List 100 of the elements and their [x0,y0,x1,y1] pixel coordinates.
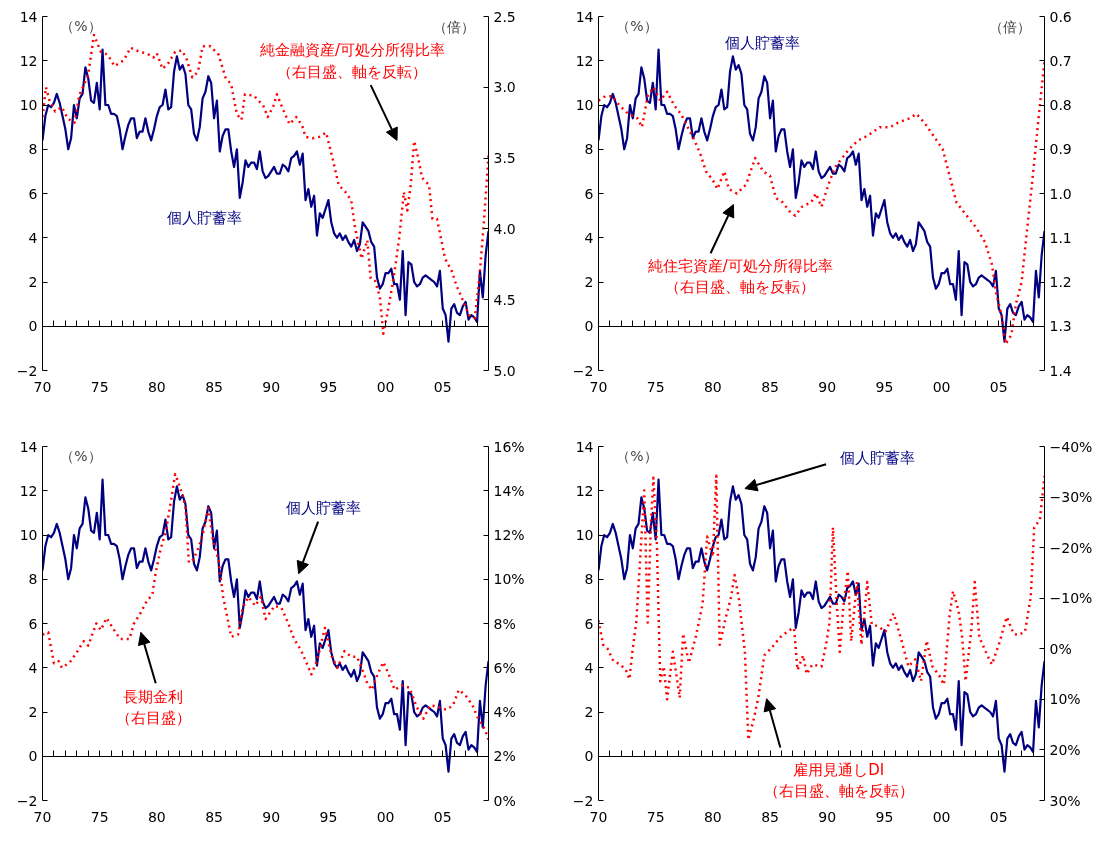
y2-tick-label: 0.9 [1049,141,1072,158]
y-tick-label: 10 [575,527,594,543]
x-tick-label: 75 [90,808,109,825]
y-tick-label: 2 [584,274,594,290]
y-tick-label: 0 [28,748,38,765]
y-tick-label: 0 [28,318,38,335]
x-tick-label: 80 [147,808,166,825]
y2-tick-label: −40% [1049,438,1093,455]
series-label: 純金融資産/可処分所得比率（右目盛、軸を反転） [259,40,445,81]
x-tick-label: 75 [646,808,665,825]
x-tick-label: 85 [761,378,779,395]
x-tick-label: 70 [33,378,52,395]
x-tick-label: 80 [703,378,722,395]
y-tick-label: 12 [575,482,594,499]
y2-tick-label: 10% [1049,691,1081,708]
y-tick-label: −2 [572,792,594,809]
text: 個人貯蓄率 [840,448,916,467]
y-tick-label: −2 [16,792,38,809]
y-tick-label: 10 [19,527,38,543]
y2-tick-label: −20% [1049,539,1093,556]
x-tick-label: 95 [875,378,894,395]
x-tick-label: 85 [205,808,223,825]
y2-tick-label: 12% [493,527,525,543]
y-axis-title: （%） [616,17,658,34]
y2-tick-label: 6% [493,659,516,676]
y-tick-label: 2 [28,274,38,290]
y-tick-label: 8 [28,141,38,158]
y-tick-label: −2 [572,362,594,379]
y-tick-label: 8 [584,141,594,158]
y-tick-label: 14 [575,8,594,25]
y2-tick-label: 0.7 [1049,52,1072,69]
x-tick-label: 05 [433,808,452,825]
y2-tick-label: 2.5 [493,8,516,25]
x-tick-label: 90 [262,808,281,825]
y2-tick-label: 0% [1049,640,1072,657]
x-tick-label: 85 [205,378,223,395]
x-tick-label: 85 [761,808,779,825]
series-label: 個人貯蓄率 [724,34,800,53]
x-tick-label: 75 [90,378,109,395]
x-tick-label: 70 [589,808,608,825]
y-tick-label: 8 [584,571,594,588]
x-tick-label: 05 [433,378,452,395]
y2-tick-label: 1.3 [1049,318,1072,335]
y-tick-label: 0 [584,318,594,335]
y-tick-label: 8 [28,571,38,588]
x-tick-label: 80 [147,378,166,395]
y2-tick-label: 3.5 [493,150,516,167]
x-tick-label: 00 [376,378,395,395]
y2-tick-label: −30% [1049,489,1093,506]
x-tick-label: 95 [875,808,894,825]
y2-tick-label: 14% [493,482,525,499]
y2-tick-label: 1.4 [1049,362,1072,379]
y-axis-title: （%） [60,17,102,34]
y2-tick-label: 30% [1049,792,1081,809]
y-axis-title: （%） [616,447,658,464]
y2-tick-label: 16% [493,438,525,455]
y2-axis-title: （倍） [433,18,476,35]
y2-tick-label: 4.5 [493,291,516,308]
x-tick-label: 00 [932,808,951,825]
y-tick-label: 10 [19,97,38,113]
y-tick-label: 14 [19,438,38,455]
x-tick-label: 90 [818,378,837,395]
y-tick-label: −2 [16,362,38,379]
x-tick-label: 95 [319,808,338,825]
y-tick-label: 2 [584,704,594,720]
y-tick-label: 6 [28,185,38,202]
y2-tick-label: 4.0 [493,220,516,237]
y-axis-title: （%） [60,447,102,464]
y2-axis-title: （倍） [989,18,1032,35]
y2-tick-label: 1.2 [1049,274,1072,290]
y2-tick-label: 10% [493,571,525,588]
x-tick-label: 80 [703,808,722,825]
y2-tick-label: 4% [493,704,516,720]
y-tick-label: 10 [575,97,594,113]
y-tick-label: 6 [584,185,594,202]
x-tick-label: 90 [262,378,281,395]
y-tick-label: 4 [584,229,594,246]
y-tick-label: 12 [19,482,38,499]
y2-tick-label: 0.6 [1049,8,1072,25]
y-tick-label: 0 [584,748,594,765]
y2-tick-label: 2% [493,748,516,765]
y2-tick-label: 20% [1049,741,1081,758]
y-tick-label: 6 [584,615,594,632]
text: 長期金利（右目盛） [115,687,191,728]
x-tick-label: 70 [589,378,608,395]
y-tick-label: 4 [584,659,594,676]
y-tick-label: 12 [575,52,594,69]
y-tick-label: 14 [575,438,594,455]
y2-tick-label: −10% [1049,590,1093,607]
x-tick-label: 95 [319,378,338,395]
x-tick-label: 05 [989,808,1008,825]
text: 純住宅資産/可処分所得比率（右目盛、軸を反転） [647,256,833,297]
x-tick-label: 05 [989,378,1008,395]
y2-tick-label: 8% [493,615,516,632]
y-tick-label: 12 [19,52,38,69]
y2-tick-label: 5.0 [493,362,516,379]
y-tick-label: 4 [28,659,38,676]
y-tick-label: 2 [28,704,38,720]
series-label: 個人貯蓄率 [167,208,243,227]
y-tick-label: 4 [28,229,38,246]
